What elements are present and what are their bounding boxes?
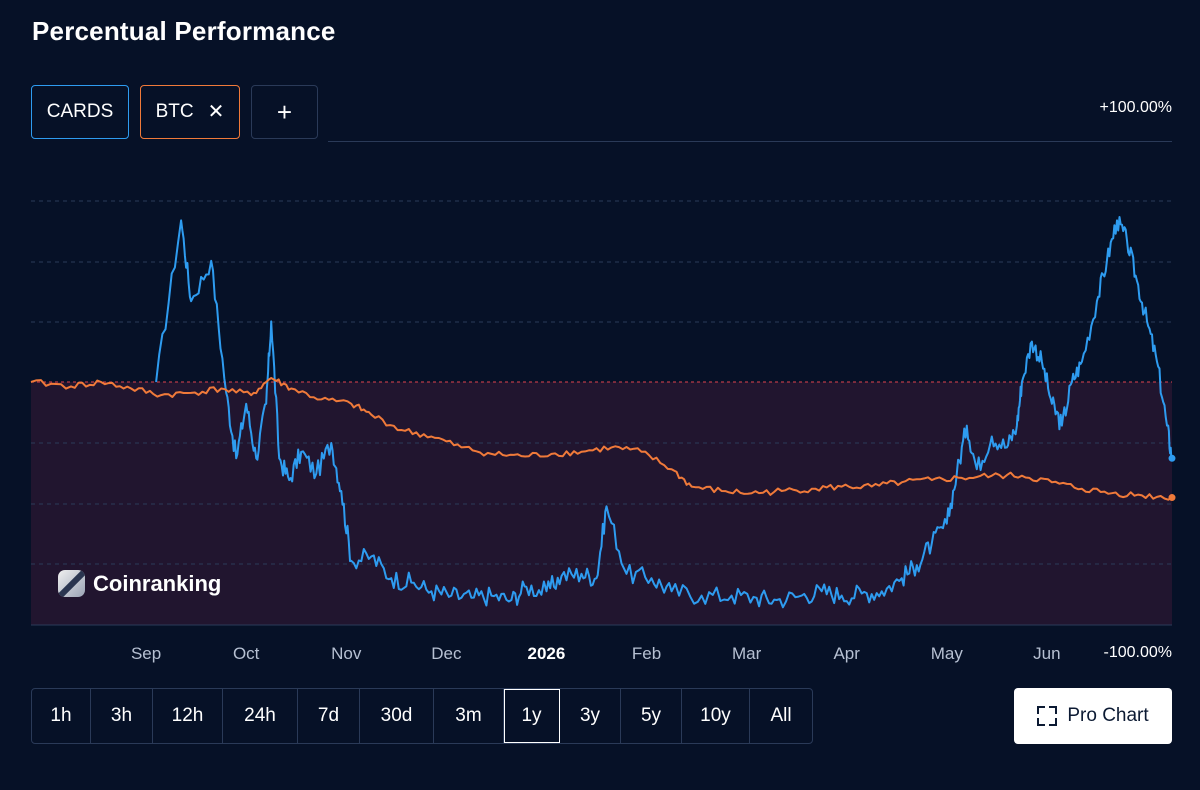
timeframe-button-3y[interactable]: 3y: [560, 689, 621, 743]
series-end-point-cards: [1168, 454, 1176, 462]
coin-chip-label: BTC: [155, 101, 194, 122]
timeframe-button-30d[interactable]: 30d: [360, 689, 434, 743]
coin-chip-cards[interactable]: CARDS: [31, 85, 129, 139]
series-line-btc: [30, 377, 1173, 501]
add-coin-button[interactable]: +: [251, 85, 318, 139]
pro-chart-label: Pro Chart: [1067, 705, 1149, 726]
expand-icon: [1037, 706, 1058, 726]
x-axis-tick-label: Feb: [631, 644, 662, 663]
pro-chart-button[interactable]: Pro Chart: [1014, 688, 1172, 744]
watermark-text: Coinranking: [93, 570, 222, 596]
header-divider: [328, 141, 1172, 142]
timeframe-button-3m[interactable]: 3m: [434, 689, 504, 743]
x-axis-tick-label: 2026: [527, 644, 566, 663]
x-axis-tick-label: Nov: [331, 644, 362, 663]
series-line-cards: [155, 216, 1173, 609]
x-axis-tick-label: May: [930, 644, 963, 663]
series-end-point-btc: [1168, 494, 1176, 502]
close-icon[interactable]: ✕: [207, 101, 225, 123]
timeframe-selector: 1h 3h 12h 24h 7d 30d 3m 1y 3y 5y 10y All: [31, 688, 813, 744]
timeframe-button-3h[interactable]: 3h: [91, 689, 153, 743]
x-axis-tick-label: Jun: [1033, 644, 1061, 663]
x-axis-tick-label: Sep: [130, 644, 162, 663]
plus-icon: +: [276, 96, 293, 127]
x-axis-tick-label: Mar: [731, 644, 762, 663]
coin-chip-btc[interactable]: BTC ✕: [140, 85, 240, 139]
timeframe-button-5y[interactable]: 5y: [621, 689, 682, 743]
timeframe-button-10y[interactable]: 10y: [682, 689, 750, 743]
timeframe-button-all[interactable]: All: [770, 705, 792, 726]
x-axis-tick-label: Dec: [431, 644, 462, 663]
x-axis-tick-label: Oct: [232, 644, 260, 663]
x-axis-tick-label: Apr: [833, 644, 860, 663]
timeframe-button-1y[interactable]: 1y: [504, 689, 560, 743]
timeframe-button-12h[interactable]: 12h: [153, 689, 223, 743]
y-axis-max-label: +100.00%: [1099, 99, 1172, 116]
timeframe-button-7d[interactable]: 7d: [298, 689, 360, 743]
timeframe-button-1h[interactable]: 1h: [32, 689, 91, 743]
y-axis-min-label: -100.00%: [1103, 644, 1173, 661]
coinranking-watermark: Coinranking: [58, 570, 221, 597]
coin-chip-label: CARDS: [46, 101, 114, 122]
timeframe-button-24h[interactable]: 24h: [223, 689, 298, 743]
coinranking-logo-icon: [58, 570, 85, 597]
page-title: Percentual Performance: [32, 16, 336, 46]
